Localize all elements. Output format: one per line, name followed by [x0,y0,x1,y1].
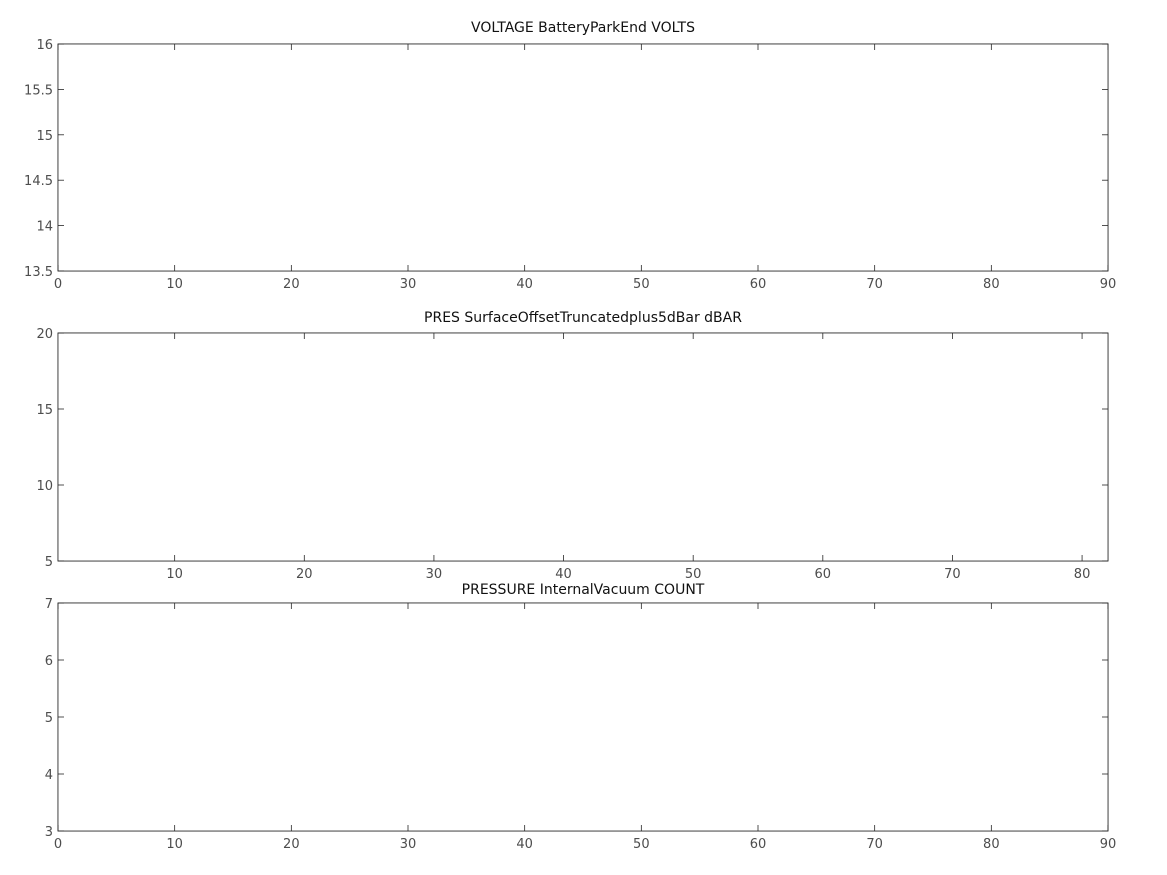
x-tick-label: 10 [166,277,183,292]
x-tick-label: 0 [54,277,62,292]
x-tick-label: 50 [633,277,650,292]
x-tick-label: 20 [296,567,313,582]
axes-frame [57,602,1109,832]
x-tick-label: 50 [685,567,702,582]
subplot-2: 10 20 30 40 50 60 70 80 5 10 15 20 PRES SurfaceOffse… [36,310,1109,582]
y-tick-label: 10 [36,479,53,494]
x-tick-label: 80 [1074,567,1091,582]
y-tick-label: 15 [36,403,53,418]
x-tick-label: 40 [555,567,572,582]
y-tick-label: 4 [45,768,53,783]
x-tick-label: 70 [944,567,961,582]
x-tick-label: 60 [750,277,767,292]
x-tick-label: 0 [54,837,62,852]
subplot-1: 0 10 20 30 40 50 60 70 80 90 13.5 14 14.5 15 15.5 16 VOL… [24,20,1116,292]
chart-title: PRES SurfaceOffsetTruncatedplus5dBar dBA… [424,310,742,326]
x-tick-label: 80 [983,277,1000,292]
x-tick-label: 80 [983,837,1000,852]
x-tick-label: 20 [283,837,300,852]
x-tick-label: 10 [166,837,183,852]
y-tick-label: 5 [45,711,53,726]
x-tick-label: 30 [400,277,417,292]
x-tick-label: 30 [426,567,443,582]
y-tick-label: 6 [45,654,53,669]
x-tick-label: 90 [1100,837,1117,852]
y-tick-label: 14 [36,220,53,235]
y-tick-label: 5 [45,555,53,570]
y-tick-label: 14.5 [24,174,53,189]
y-tick-label: 3 [45,825,53,840]
x-tick-label: 60 [750,837,767,852]
y-tick-label: 15 [36,129,53,144]
y-tick-label: 7 [45,597,53,612]
chart-title: PRESSURE InternalVacuum COUNT [462,582,705,598]
axes-frame [57,43,1109,272]
x-tick-label: 10 [166,567,183,582]
subplot-panels: 0 10 20 30 40 50 60 70 80 9013.51414.51515.516VOL… [24,20,1116,852]
y-tick-label: 16 [36,38,53,53]
y-tick-label: 15.5 [24,83,53,98]
x-tick-label: 60 [815,567,832,582]
x-tick-label: 20 [283,277,300,292]
y-tick-label: 20 [36,327,53,342]
subplot-3: 0 10 20 30 40 50 60 70 80 90 3 4 5 6 7 PRESSURE Interna… [45,582,1117,852]
x-tick-label: 70 [866,277,883,292]
x-tick-label: 90 [1100,277,1117,292]
x-tick-label: 50 [633,837,650,852]
x-tick-label: 40 [516,277,533,292]
x-tick-label: 40 [516,837,533,852]
x-tick-label: 30 [400,837,417,852]
y-tick-label: 13.5 [24,265,53,280]
x-tick-label: 70 [866,837,883,852]
axes-frame [57,332,1109,562]
chart-title: VOLTAGE BatteryParkEnd VOLTS [471,20,695,36]
